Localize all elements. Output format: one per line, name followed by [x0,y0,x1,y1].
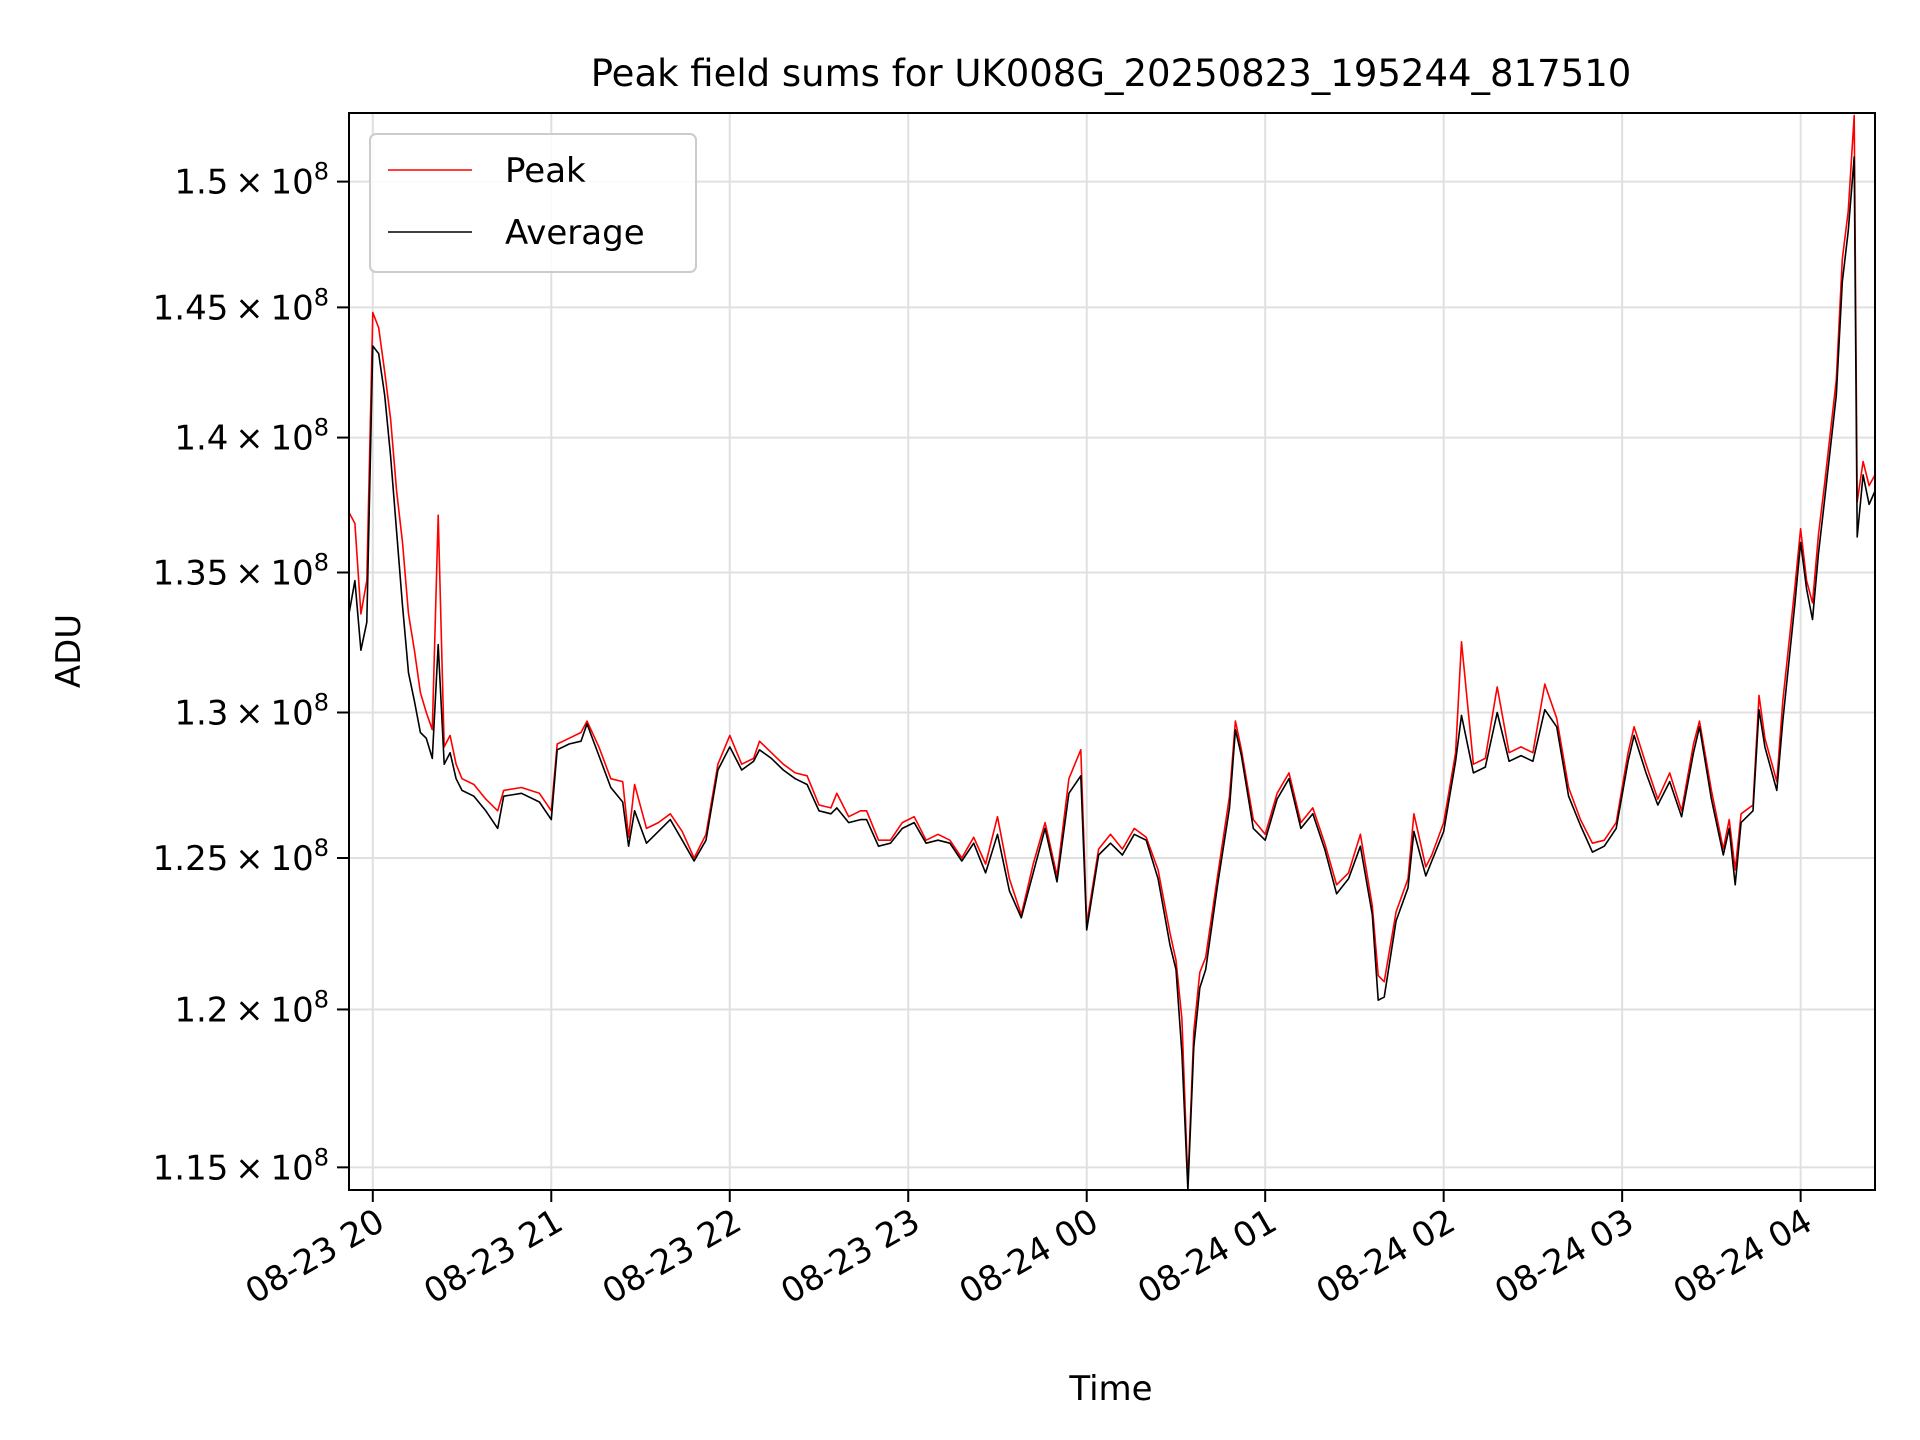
plot-frame [348,112,1876,1191]
y-tick-label: 1.3 × 108 [174,689,329,734]
y-tick-label: 1.15 × 108 [153,1143,329,1188]
y-tick-label: 1.4 × 108 [174,414,329,459]
y-tick-label: 1.35 × 108 [153,548,329,593]
legend-box [369,133,697,273]
chart-title: Peak field sums for UK008G_20250823_1952… [591,52,1632,95]
series-line-average [349,156,1875,1190]
y-tick-label: 1.2 × 108 [174,985,329,1030]
y-axis: 1.15 × 108 1.2 × 108 1.25 × 108 1.3 × 108 1.… [153,158,349,1188]
legend-label-peak: Peak [505,151,586,191]
legend: Peak Average [369,133,697,273]
legend-label-average: Average [505,213,645,253]
series-layer [349,114,1875,1190]
x-axis-label: Time [1068,1369,1152,1409]
grid [349,113,1875,1190]
y-tick-label: 1.25 × 108 [153,834,329,879]
y-tick-label: 1.45 × 108 [153,283,329,328]
y-tick-label: 1.5 × 108 [174,158,329,203]
y-axis-label: ADU [49,614,89,688]
